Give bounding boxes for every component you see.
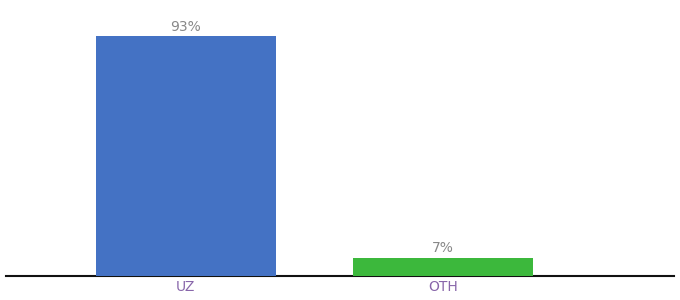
Text: 7%: 7%: [432, 241, 454, 255]
Bar: [353, 258, 533, 276]
Text: 93%: 93%: [170, 20, 201, 34]
Bar: [96, 36, 275, 276]
